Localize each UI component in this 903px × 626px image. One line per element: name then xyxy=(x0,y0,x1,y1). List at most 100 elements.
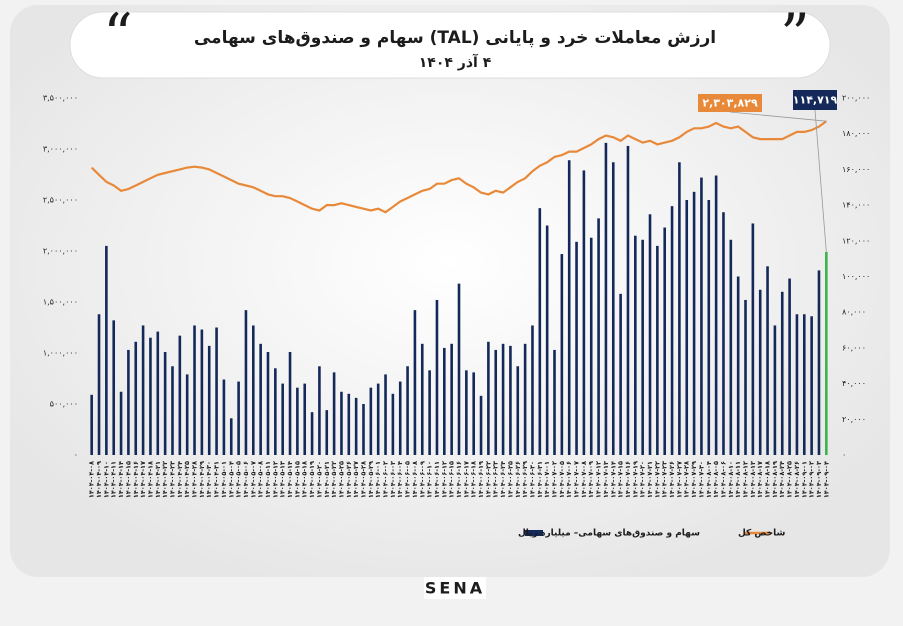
x-tick-label: ۱۴۰۴-۰۷-۰۸ xyxy=(580,461,588,498)
y2-tick-label: ۸۰,۰۰۰ xyxy=(842,308,866,317)
x-tick-label: ۱۴۰۴-۰۷-۲۸ xyxy=(683,461,691,498)
bar xyxy=(127,349,130,455)
x-tick-label: ۱۴۰۴-۰۷-۰۲ xyxy=(551,461,559,498)
bar xyxy=(369,387,373,455)
bar xyxy=(722,212,725,455)
bar xyxy=(494,349,498,455)
bar xyxy=(105,245,108,455)
x-tick-label: ۱۴۰۴-۰۴-۱۰ xyxy=(102,461,110,498)
bar xyxy=(516,366,520,455)
y-tick-label: ۱,۰۰۰,۰۰۰ xyxy=(43,349,78,358)
y2-tick-label: ۱۴۰,۰۰۰ xyxy=(842,201,870,210)
x-tick-label: ۱۴۰۴-۰۸-۰۶ xyxy=(719,461,727,498)
bar xyxy=(163,351,167,455)
y-tick-label: ۰ xyxy=(74,451,78,460)
x-tick-label: ۱۴۰۴-۰۵-۱۳ xyxy=(279,461,287,498)
x-tick-label: ۱۴۰۴-۰۷-۰۱ xyxy=(543,461,551,498)
x-tick-label: ۱۴۰۴-۰۵-۲۲ xyxy=(330,461,338,498)
x-tick-label: ۱۴۰۴-۰۶-۱۸ xyxy=(470,461,478,498)
bar xyxy=(648,214,652,455)
x-tick-label: ۱۴۰۴-۰۷-۲۳ xyxy=(661,461,669,498)
bar xyxy=(487,341,490,455)
bar xyxy=(744,299,747,455)
bar xyxy=(443,347,446,455)
bar xyxy=(597,218,600,455)
x-tick-label: ۱۴۰۴-۰۶-۲۳ xyxy=(492,461,500,498)
logo-box xyxy=(424,577,486,599)
x-tick-label: ۱۴۰۴-۰۶-۳۱ xyxy=(536,461,544,498)
bar xyxy=(795,314,799,455)
x-tick-label: ۱۴۰۴-۰۷-۰۹ xyxy=(587,461,595,498)
bar xyxy=(780,291,784,455)
bar xyxy=(288,351,292,455)
bar xyxy=(714,175,718,455)
bar xyxy=(531,325,534,455)
x-tick-label: ۱۴۰۴-۰۸-۱۷ xyxy=(756,461,764,498)
x-tick-label: ۱۴۰۴-۰۷-۰۵ xyxy=(558,461,566,498)
bar xyxy=(663,227,667,455)
x-tick-label: ۱۴۰۴-۰۴-۱۵ xyxy=(124,461,132,498)
bar xyxy=(376,383,380,455)
x-tick-label: ۱۴۰۴-۰۴-۱۶ xyxy=(132,461,140,498)
bar xyxy=(90,394,93,455)
x-tick-label: ۱۴۰۴-۰۷-۱۴ xyxy=(609,461,617,498)
x-tick-label: ۱۴۰۴-۰۷-۲۱ xyxy=(646,461,654,498)
bar xyxy=(134,341,138,455)
title-pill xyxy=(69,11,831,79)
x-tick-label: ۱۴۰۴-۰۸-۰۴ xyxy=(705,461,713,498)
y2-tick-label: ۱۶۰,۰۰۰ xyxy=(842,165,870,174)
bar xyxy=(692,191,696,455)
bar xyxy=(413,310,417,455)
bar xyxy=(817,270,821,455)
bar xyxy=(325,410,329,455)
bar xyxy=(758,289,762,455)
x-tick-label: ۱۴۰۴-۰۵-۱۱ xyxy=(264,461,272,498)
bar xyxy=(700,177,703,455)
bar xyxy=(523,343,527,455)
x-tick-label: ۱۴۰۴-۰۵-۰۶ xyxy=(242,461,250,498)
x-tick-label: ۱۴۰۴-۰۵-۲۷ xyxy=(352,461,360,498)
x-tick-label: ۱۴۰۴-۰۵-۱۹ xyxy=(308,461,316,498)
leader xyxy=(729,111,827,122)
x-tick-label: ۱۴۰۴-۰۶-۱۵ xyxy=(448,461,456,498)
x-tick-label: ۱۴۰۴-۰۴-۲۱ xyxy=(154,461,162,498)
bar xyxy=(251,325,255,455)
x-tick-label: ۱۴۰۴-۰۸-۲۴ xyxy=(778,461,786,498)
bar xyxy=(641,239,644,455)
x-tick-label: ۱۴۰۴-۰۵-۲۱ xyxy=(323,461,331,498)
x-tick-label: ۱۴۰۴-۰۷-۲۹ xyxy=(690,461,698,498)
bar xyxy=(185,374,189,455)
x-tick-label: ۱۴۰۴-۰۶-۲۵ xyxy=(506,461,514,498)
x-tick-label: ۱۴۰۴-۰۵-۱۵ xyxy=(293,461,301,498)
bar xyxy=(773,325,777,455)
bar xyxy=(465,370,468,455)
y-tick-label: ۳,۵۰۰,۰۰۰ xyxy=(43,94,78,103)
x-tick-label: ۱۴۰۴-۰۴-۲۲ xyxy=(161,461,169,498)
x-tick-label: ۱۴۰۴-۰۵-۰۷ xyxy=(249,461,257,498)
x-tick-label: ۱۴۰۴-۰۷-۱۶ xyxy=(624,461,632,498)
y-tick-label: ۲,۵۰۰,۰۰۰ xyxy=(43,196,78,205)
x-tick-label: ۱۴۰۴-۰۶-۰۳ xyxy=(389,461,397,498)
x-tick-label: ۱۴۰۴-۰۴-۲۹ xyxy=(198,461,206,498)
y2-tick-label: ۴۰,۰۰۰ xyxy=(842,379,866,388)
bar xyxy=(266,351,270,455)
x-tick-label: ۱۴۰۴-۰۷-۱۳ xyxy=(602,461,610,498)
bar xyxy=(281,383,284,455)
y2-tick-label: ۰ xyxy=(842,451,846,460)
bar xyxy=(626,145,630,455)
bar xyxy=(215,327,218,455)
x-tick-label: ۱۴۰۴-۰۵-۱۲ xyxy=(271,461,279,498)
x-tick-label: ۱۴۰۴-۰۶-۰۹ xyxy=(418,461,426,498)
bar xyxy=(604,142,608,455)
bar xyxy=(538,208,542,455)
bar xyxy=(398,381,402,455)
bar xyxy=(634,235,637,455)
x-tick-label: ۱۴۰۴-۰۵-۱۸ xyxy=(301,461,309,498)
bar xyxy=(619,293,622,455)
x-tick-label: ۱۴۰۴-۰۶-۱۲ xyxy=(440,461,448,498)
x-tick-label: ۱۴۰۴-۰۵-۰۱ xyxy=(220,461,228,498)
leader xyxy=(814,109,827,253)
bar xyxy=(318,366,321,455)
bar xyxy=(472,372,475,455)
